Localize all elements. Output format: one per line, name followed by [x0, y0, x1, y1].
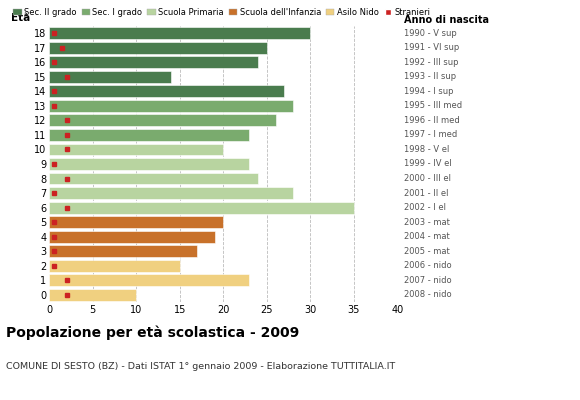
- Text: 1995 - III med: 1995 - III med: [404, 101, 462, 110]
- Bar: [49, 289, 136, 301]
- Text: 1990 - V sup: 1990 - V sup: [404, 29, 456, 38]
- Text: 1992 - III sup: 1992 - III sup: [404, 58, 458, 67]
- Text: 2006 - nido: 2006 - nido: [404, 261, 451, 270]
- Text: COMUNE DI SESTO (BZ) - Dati ISTAT 1° gennaio 2009 - Elaborazione TUTTITALIA.IT: COMUNE DI SESTO (BZ) - Dati ISTAT 1° gen…: [6, 362, 395, 371]
- Text: 1991 - VI sup: 1991 - VI sup: [404, 43, 459, 52]
- Text: 2008 - nido: 2008 - nido: [404, 290, 451, 299]
- Text: 2004 - mat: 2004 - mat: [404, 232, 450, 241]
- Text: 1997 - I med: 1997 - I med: [404, 130, 457, 140]
- Text: 2000 - III el: 2000 - III el: [404, 174, 451, 183]
- Text: 1994 - I sup: 1994 - I sup: [404, 87, 454, 96]
- Bar: [49, 144, 223, 156]
- Bar: [49, 231, 215, 242]
- Text: 1998 - V el: 1998 - V el: [404, 145, 449, 154]
- Bar: [49, 114, 276, 126]
- Text: 1993 - II sup: 1993 - II sup: [404, 72, 456, 81]
- Bar: [49, 100, 293, 112]
- Bar: [49, 42, 267, 54]
- Text: Anno di nascita: Anno di nascita: [404, 15, 489, 25]
- Bar: [49, 274, 249, 286]
- Bar: [49, 27, 310, 39]
- Text: 1999 - IV el: 1999 - IV el: [404, 160, 452, 168]
- Bar: [49, 187, 293, 199]
- Bar: [49, 245, 197, 257]
- Bar: [49, 216, 223, 228]
- Bar: [49, 172, 258, 184]
- Text: 2005 - mat: 2005 - mat: [404, 247, 450, 256]
- Text: Età: Età: [11, 13, 30, 23]
- Bar: [49, 71, 171, 83]
- Bar: [49, 56, 258, 68]
- Bar: [49, 260, 180, 272]
- Bar: [49, 129, 249, 141]
- Text: 2001 - II el: 2001 - II el: [404, 188, 448, 198]
- Bar: [49, 202, 354, 214]
- Text: 2002 - I el: 2002 - I el: [404, 203, 446, 212]
- Text: 1996 - II med: 1996 - II med: [404, 116, 459, 125]
- Bar: [49, 158, 249, 170]
- Legend: Sec. II grado, Sec. I grado, Scuola Primaria, Scuola dell'Infanzia, Asilo Nido, : Sec. II grado, Sec. I grado, Scuola Prim…: [10, 4, 434, 20]
- Text: 2003 - mat: 2003 - mat: [404, 218, 450, 227]
- Text: Popolazione per età scolastica - 2009: Popolazione per età scolastica - 2009: [6, 326, 299, 340]
- Bar: [49, 86, 284, 97]
- Text: 2007 - nido: 2007 - nido: [404, 276, 451, 285]
